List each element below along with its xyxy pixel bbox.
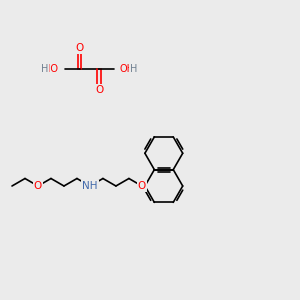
Text: O: O xyxy=(34,181,42,191)
Text: O: O xyxy=(75,43,84,53)
Text: H: H xyxy=(130,64,137,74)
Text: HO: HO xyxy=(44,64,59,74)
Text: NH: NH xyxy=(82,181,98,191)
Text: OH: OH xyxy=(120,64,135,74)
Text: H: H xyxy=(41,64,49,74)
Text: O: O xyxy=(95,85,103,95)
Text: O: O xyxy=(138,181,146,191)
